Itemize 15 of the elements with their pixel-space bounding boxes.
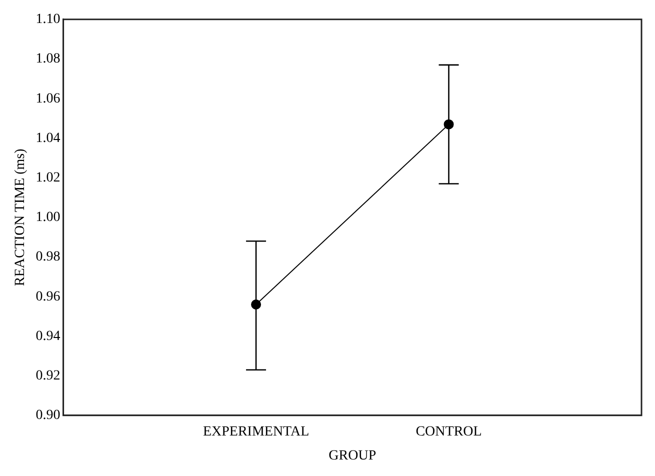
y-tick-label: 1.02 xyxy=(36,170,60,186)
y-tick-label: 0.90 xyxy=(36,408,60,424)
y-tick-label: 1.04 xyxy=(36,130,60,146)
x-axis-title: GROUP xyxy=(328,448,376,464)
y-tick-label: 1.06 xyxy=(36,91,60,106)
y-tick-label: 0.94 xyxy=(36,328,60,344)
y-axis-title: REACTION TIME (ms) xyxy=(13,148,28,286)
y-tick-label: 0.92 xyxy=(36,368,60,384)
y-tick-label: 1.10 xyxy=(36,12,60,28)
x-tick-label: CONTROL xyxy=(416,424,482,440)
y-tick-label: 1.08 xyxy=(36,52,60,67)
y-tick-label: 0.98 xyxy=(36,250,60,265)
x-tick-label: EXPERIMENTAL xyxy=(202,424,310,440)
y-tick-label: 1.00 xyxy=(36,210,60,226)
y-tick-label: 0.96 xyxy=(36,289,60,304)
